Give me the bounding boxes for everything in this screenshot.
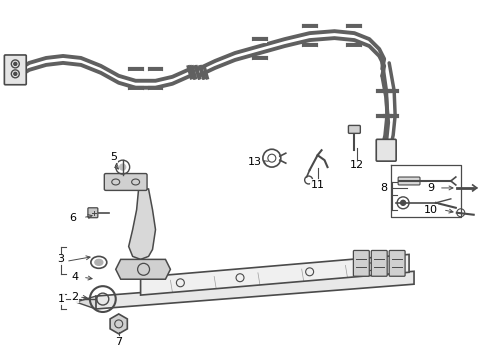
Text: 11: 11 [311, 180, 324, 190]
Text: 10: 10 [424, 205, 438, 215]
FancyBboxPatch shape [398, 177, 420, 185]
Polygon shape [129, 189, 155, 260]
Text: 9: 9 [427, 183, 435, 193]
Circle shape [14, 72, 17, 75]
FancyBboxPatch shape [376, 139, 396, 161]
Circle shape [14, 62, 17, 66]
Circle shape [401, 201, 406, 205]
FancyBboxPatch shape [104, 174, 147, 190]
FancyBboxPatch shape [348, 125, 360, 133]
Text: 4: 4 [72, 272, 78, 282]
Text: 2: 2 [72, 292, 78, 302]
Polygon shape [96, 271, 414, 309]
FancyBboxPatch shape [353, 251, 369, 276]
Text: 8: 8 [381, 183, 388, 193]
FancyBboxPatch shape [371, 251, 387, 276]
Polygon shape [116, 260, 171, 279]
FancyBboxPatch shape [4, 55, 26, 85]
Text: 7: 7 [115, 337, 122, 347]
Polygon shape [141, 255, 409, 295]
Text: 12: 12 [350, 160, 365, 170]
Text: 13: 13 [248, 157, 262, 167]
Circle shape [120, 164, 125, 170]
Polygon shape [76, 296, 96, 309]
FancyBboxPatch shape [389, 251, 405, 276]
FancyBboxPatch shape [88, 208, 98, 218]
Ellipse shape [95, 260, 103, 265]
Text: 5: 5 [110, 152, 117, 162]
Text: 6: 6 [70, 213, 76, 223]
Text: 1: 1 [57, 294, 65, 304]
Text: 3: 3 [57, 255, 65, 264]
